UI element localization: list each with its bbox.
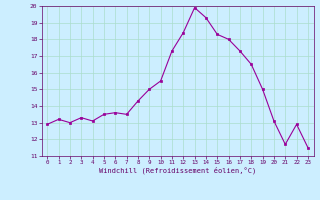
X-axis label: Windchill (Refroidissement éolien,°C): Windchill (Refroidissement éolien,°C)	[99, 167, 256, 174]
